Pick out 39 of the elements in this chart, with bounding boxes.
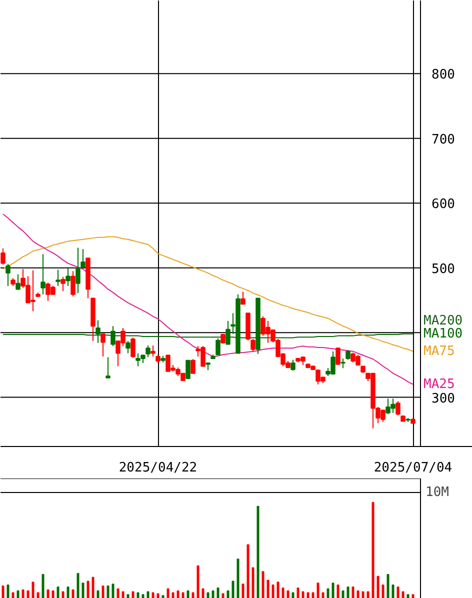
candlestick [146,345,150,358]
candlestick [130,337,136,358]
series-label: MA75 [424,344,455,359]
candlestick [106,356,110,380]
candlestick [80,248,86,268]
line-series [2,214,414,385]
x-tick-label: 2025/04/22 [118,460,198,476]
candlestick [6,263,10,286]
y-tick-label: 800 [432,68,455,83]
y-tick-label: 300 [432,391,455,406]
candlestick [60,276,66,292]
candlestick [66,266,70,286]
candlestick [76,247,80,294]
candlestick [346,350,350,360]
y-tick-label: 600 [432,197,455,212]
candlestick [16,274,20,290]
candlestick [70,270,76,297]
series-label: MA100 [424,326,463,342]
y-tick-label: 700 [432,132,455,148]
text: 10M [426,485,450,500]
candlestick [100,333,106,358]
y-tick-label: 500 [432,262,455,277]
candlestick [396,400,400,416]
candlestick [0,248,6,266]
candlestick [240,291,246,305]
candlestick [190,358,196,374]
candlestick [56,269,60,286]
candlestick [186,360,190,380]
candlestick [150,345,156,358]
candlestick [336,346,340,366]
series-label: MA25 [424,376,455,392]
line-series [2,236,414,352]
candlestick [250,338,256,352]
candlestick [340,358,346,369]
candlestick [290,359,296,372]
legend-label: MA200 [424,313,463,328]
candlestick [40,254,46,295]
candlestick [126,340,130,354]
x-tick-label: 2025/07/04 [374,460,452,476]
